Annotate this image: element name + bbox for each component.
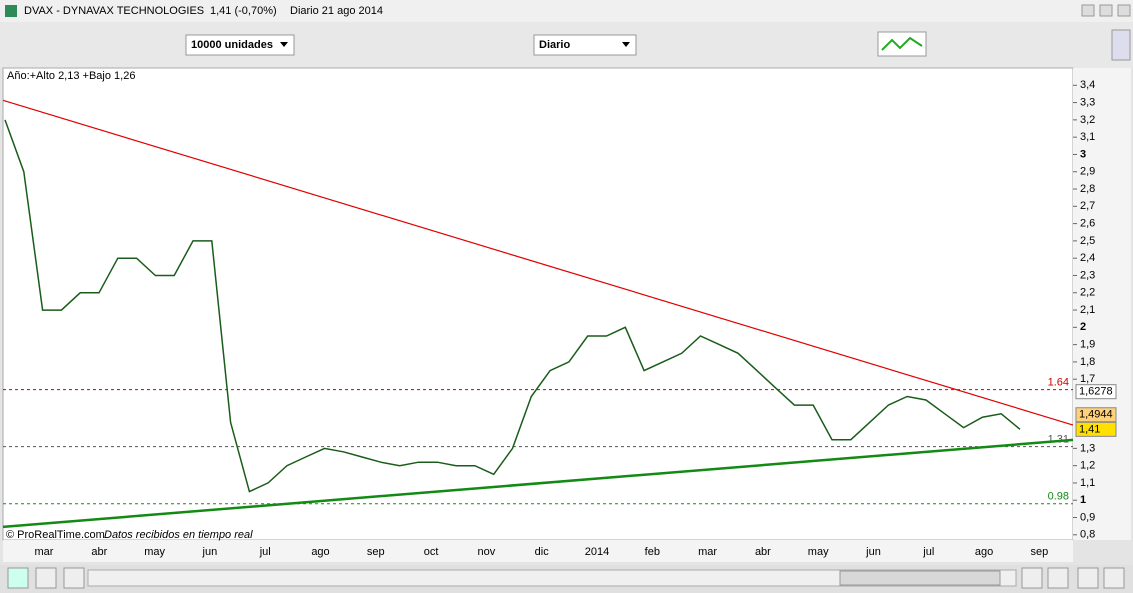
title-bar: [0, 0, 1133, 22]
y-tick-label: 2,1: [1080, 304, 1095, 316]
price-tag-label: 1,41: [1079, 423, 1100, 435]
x-tick-label: jul: [259, 546, 271, 558]
x-tick-label: dic: [535, 546, 550, 558]
price-tag: [1075, 384, 1117, 400]
y-tick-label: 3: [1080, 148, 1086, 160]
maximize-button[interactable]: [1099, 4, 1113, 17]
interval-dropdown[interactable]: [533, 34, 637, 56]
x-tick-label: abr: [755, 546, 771, 558]
quantity-text: 10000 unidades: [191, 39, 273, 51]
tool-button[interactable]: [63, 567, 85, 589]
x-tick-label: sep: [1031, 546, 1049, 558]
y-tick-label: 1: [1080, 494, 1086, 506]
y-tick-label: 2,9: [1080, 166, 1095, 178]
quantity-dropdown[interactable]: [185, 34, 295, 56]
y-tick-label: 0,8: [1080, 529, 1095, 541]
footer-note: Datos recibidos en tiempo real: [104, 529, 253, 541]
x-tick-label: jun: [202, 546, 218, 558]
y-tick-label: 2,5: [1080, 235, 1095, 247]
zoom-button[interactable]: [1103, 567, 1125, 589]
x-tick-label: nov: [478, 546, 496, 558]
y-tick-label: 1,3: [1080, 442, 1095, 454]
x-tick-label: ago: [311, 546, 329, 558]
x-tick-label: mar: [35, 546, 54, 558]
x-tick-label: jun: [865, 546, 881, 558]
x-tick-label: may: [808, 546, 829, 558]
y-tick-label: 2,6: [1080, 218, 1095, 230]
y-tick-label: 1,2: [1080, 460, 1095, 472]
zoom-button[interactable]: [1047, 567, 1069, 589]
indicators-icon: [881, 36, 923, 51]
y-tick-label: 2: [1080, 321, 1086, 333]
y-tick-label: 2,2: [1080, 287, 1095, 299]
zoom-button[interactable]: [1077, 567, 1099, 589]
app-icon: [5, 5, 17, 17]
minimize-button[interactable]: [1081, 4, 1095, 17]
y-tick-label: 1,1: [1080, 477, 1095, 489]
time-axis: [3, 540, 1073, 562]
x-tick-label: oct: [424, 546, 439, 558]
y-tick-label: 3,2: [1080, 114, 1095, 126]
dropdown-arrow: [280, 42, 288, 47]
y-tick-label: 2,3: [1080, 269, 1095, 281]
window-title: DVAX - DYNAVAX TECHNOLOGIES: [24, 5, 204, 17]
interval-text: Diario: [539, 39, 570, 51]
y-tick-label: 3,4: [1080, 79, 1095, 91]
dropdown-arrow: [622, 42, 630, 47]
x-tick-label: 2014: [585, 546, 609, 558]
x-tick-label: jul: [922, 546, 934, 558]
y-tick-label: 3,3: [1080, 96, 1095, 108]
close-button[interactable]: [1117, 4, 1131, 17]
x-tick-label: may: [144, 546, 165, 558]
y-tick-label: 2,7: [1080, 200, 1095, 212]
trendline: [2, 99, 1074, 426]
y-tick-label: 1,7: [1080, 373, 1095, 385]
side-panel-button[interactable]: [1111, 29, 1131, 61]
x-tick-label: abr: [91, 546, 107, 558]
price-tag: [1075, 421, 1117, 437]
price-tag-label: 1,6278: [1079, 386, 1113, 398]
price-line: [4, 119, 1021, 493]
level-label: 1.64: [1048, 376, 1069, 388]
price-tag: [1075, 407, 1117, 423]
footer-source: © ProRealTime.com: [6, 529, 105, 541]
price-tag-label: 1,4944: [1079, 409, 1113, 421]
tool-button[interactable]: [35, 567, 57, 589]
tool-button[interactable]: [7, 567, 29, 589]
y-tick-label: 0,9: [1080, 511, 1095, 523]
x-tick-label: sep: [367, 546, 385, 558]
y-tick-label: 2,8: [1080, 183, 1095, 195]
trendline: [2, 438, 1074, 529]
x-tick-label: feb: [645, 546, 660, 558]
y-tick-label: 2,4: [1080, 252, 1095, 264]
info-legend: Año:+Alto 2,13 +Bajo 1,26: [7, 70, 135, 82]
x-tick-label: ago: [975, 546, 993, 558]
scrollbar[interactable]: [87, 569, 1017, 587]
plot-area: [2, 67, 1074, 541]
zoom-button[interactable]: [1021, 567, 1043, 589]
y-tick-label: 1,9: [1080, 339, 1095, 351]
price-axis: [1073, 68, 1131, 540]
period: Diario 21 ago 2014: [290, 5, 383, 17]
x-tick-label: mar: [698, 546, 717, 558]
scroll-thumb[interactable]: [839, 570, 1001, 586]
quote: 1,41 (-0,70%): [210, 5, 277, 17]
level-label: 0.98: [1048, 491, 1069, 503]
y-tick-label: 3,1: [1080, 131, 1095, 143]
y-tick-label: 1,8: [1080, 356, 1095, 368]
